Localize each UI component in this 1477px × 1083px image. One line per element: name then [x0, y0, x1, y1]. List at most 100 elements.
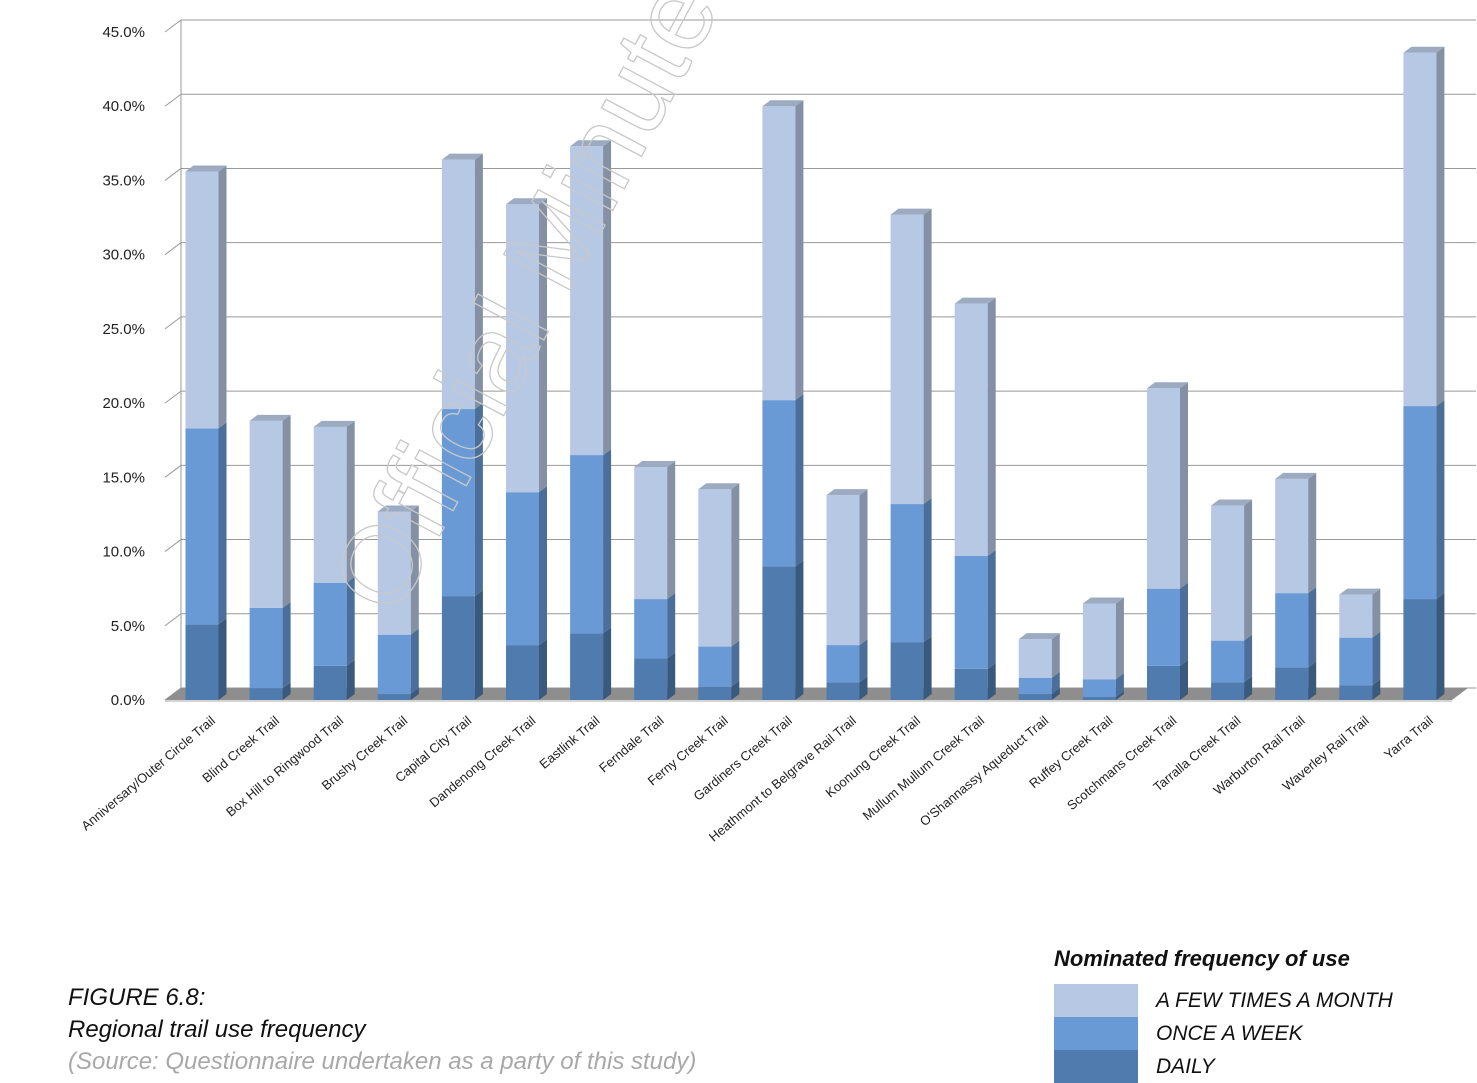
bar-side — [1051, 633, 1060, 678]
legend-swatch — [1054, 984, 1138, 1017]
bar-front — [1018, 639, 1052, 678]
bar-front — [698, 686, 732, 700]
bar-front — [826, 682, 860, 700]
bar-segment-once-a-week — [954, 550, 996, 669]
bar-side — [282, 414, 291, 608]
bar-side — [1308, 472, 1317, 594]
figure-source: (Source: Questionnaire undertaken as a p… — [68, 1048, 697, 1075]
gridline-depth — [164, 19, 182, 33]
bar-side — [539, 486, 547, 646]
bar-front — [506, 645, 539, 700]
bar-segment-daily — [441, 590, 483, 700]
bar-front — [570, 633, 604, 700]
bar-front — [1275, 667, 1309, 700]
bar-front — [1147, 588, 1180, 666]
gridline-depth — [164, 464, 182, 478]
bar-side — [1244, 634, 1253, 683]
legend-item-once-a-week: ONCE A WEEK — [1054, 1017, 1350, 1050]
bar-front — [762, 566, 796, 700]
bar-side — [1180, 582, 1188, 666]
bar-stack — [185, 165, 227, 700]
bar-top — [441, 153, 483, 160]
gridline-depth — [164, 613, 182, 627]
bar-segment-daily — [313, 659, 355, 700]
bar-side — [1180, 382, 1188, 589]
bar-front — [954, 303, 988, 557]
bar-front — [377, 511, 411, 635]
bar-front — [570, 146, 604, 456]
bar-segment-a-few-times-a-month — [1147, 382, 1188, 589]
bar-front — [185, 428, 219, 625]
bar-side — [1436, 46, 1445, 407]
bar-front — [506, 492, 539, 646]
bar-front — [890, 504, 924, 643]
bar-segment-once-a-week — [185, 422, 227, 625]
bar-top — [954, 297, 996, 304]
bar-segment-once-a-week — [1211, 634, 1253, 683]
bar-side — [539, 198, 547, 493]
bar-front — [377, 634, 411, 695]
bar-segment-a-few-times-a-month — [1339, 588, 1381, 638]
bar-top — [1082, 597, 1124, 604]
bar-front — [1403, 52, 1437, 407]
bar-front — [249, 420, 283, 608]
bar-top — [762, 100, 804, 107]
bar-front — [698, 646, 732, 687]
bar-front — [1211, 505, 1245, 641]
bar-front — [185, 624, 219, 700]
bar-side — [795, 394, 804, 567]
legend-item-daily: DAILY — [1054, 1050, 1350, 1083]
gridline-depth — [164, 316, 182, 330]
bar-side — [859, 489, 868, 646]
bar-side — [1180, 659, 1188, 700]
bar-stack — [890, 208, 932, 700]
x-tick-label: Box Hill to Ringwood Trail — [223, 713, 346, 820]
bar-front — [377, 694, 411, 700]
bar-top — [634, 460, 676, 467]
bar-side — [667, 652, 676, 700]
bar-side — [1308, 661, 1317, 700]
bar-side — [1115, 691, 1124, 700]
bar-stack — [506, 198, 547, 700]
bar-side — [795, 560, 804, 700]
bar-front — [1211, 640, 1245, 683]
bar-segment-once-a-week — [634, 593, 676, 659]
bar-segment-daily — [1018, 688, 1060, 700]
x-tick-label: Anniversary/Outer Circle Trail — [78, 713, 218, 834]
x-tick-label: Scotchmans Creek Trail — [1064, 713, 1179, 813]
x-tick-label: Yarra Trail — [1381, 713, 1436, 762]
bar-segment-daily — [249, 682, 291, 700]
bar-segment-once-a-week — [441, 403, 483, 597]
bar-front — [313, 665, 347, 700]
chart-floor — [165, 688, 1468, 702]
bar-top — [506, 198, 547, 205]
bar-top — [249, 414, 291, 421]
bar-front — [1147, 388, 1180, 589]
gridline-depth — [164, 93, 182, 107]
bar-segment-daily — [506, 639, 547, 700]
y-tick-label: 25.0% — [102, 321, 145, 338]
bar-front — [634, 599, 668, 659]
bar-segment-once-a-week — [570, 449, 612, 634]
bar-side — [859, 676, 868, 700]
bar-side — [731, 640, 740, 687]
bar-stack — [1147, 382, 1188, 700]
bar-side — [282, 601, 291, 689]
bar-stack — [698, 483, 740, 700]
x-tick-label: Mullum Mullum Creek Trail — [860, 713, 988, 823]
bar-segment-daily — [1147, 659, 1188, 700]
bar-stack — [377, 505, 419, 700]
bar-side — [603, 140, 612, 456]
bar-segment-a-few-times-a-month — [377, 505, 419, 635]
bar-stack — [762, 100, 804, 700]
bar-segment-a-few-times-a-month — [890, 208, 932, 505]
bar-front — [1275, 593, 1309, 668]
y-tick-label: 35.0% — [102, 172, 145, 189]
bar-segment-once-a-week — [762, 394, 804, 567]
bar-segment-daily — [762, 560, 804, 700]
figure-number: FIGURE 6.8: — [68, 984, 206, 1011]
bar-side — [923, 498, 932, 643]
y-tick-label: 5.0% — [111, 618, 145, 635]
bar-segment-a-few-times-a-month — [506, 198, 547, 493]
bar-stack — [1211, 499, 1253, 700]
